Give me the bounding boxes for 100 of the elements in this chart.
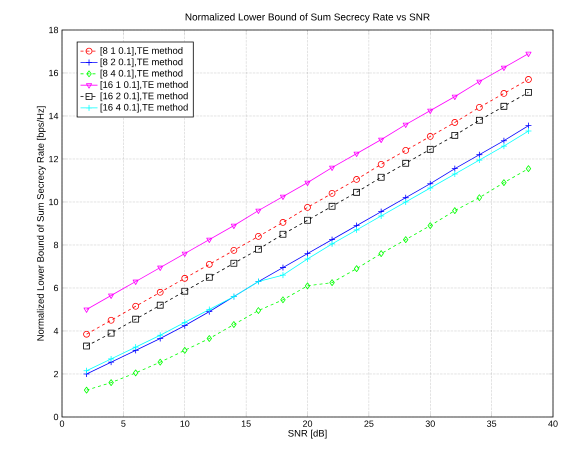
point [83,330,90,338]
point [108,316,114,324]
y-tick-label: 4 [54,328,58,334]
y-tick-label: 0 [54,414,58,420]
point [304,250,311,257]
point [328,240,336,248]
point [402,160,410,167]
point [426,146,434,153]
legend-label: [8 1 0.1],TE method [100,46,182,56]
point [280,272,286,278]
point [255,232,262,240]
point [182,252,188,257]
y-tick-label: 10 [49,198,58,206]
point [206,335,212,342]
legend-label: [16 1 0.1],TE method [100,81,188,90]
point [156,288,164,296]
point [329,279,335,286]
x-tick-label: 10 [180,420,190,427]
point [525,128,532,134]
point [304,282,310,290]
point [500,102,508,110]
point [501,179,507,186]
point [426,184,434,192]
point [157,266,164,271]
point [132,280,139,285]
point [108,294,114,299]
point [378,212,385,220]
point [328,202,336,210]
point [353,226,360,234]
point [230,260,238,267]
point [83,342,90,350]
point [255,246,262,253]
point [280,219,286,226]
point [525,76,532,83]
point [83,367,90,374]
y-axis-title: Normalized Lower Bound of Sum Secrecy Rate [bps/Hz] [36,106,46,341]
point [108,379,114,386]
point [182,346,188,354]
point [84,308,90,313]
point [156,302,164,309]
point [181,274,188,282]
point [451,170,458,178]
chart-title: Normalized Lower Bound of Sum Secrecy Rate vs SNR [186,13,430,22]
point [255,208,262,214]
point [280,264,286,271]
point [132,344,140,350]
y-tick-label: 16 [49,70,58,76]
point [525,52,532,58]
y-tick-label: 12 [49,156,58,162]
point [476,116,483,124]
point [402,122,409,128]
point [452,207,458,214]
point [329,166,336,171]
y-tick-label: 2 [54,370,58,378]
x-axis-title: SNR [dB] [288,430,327,439]
point [132,316,140,323]
point [452,94,458,100]
legend-label: [16 4 0.1],TE method [100,104,188,113]
point [378,138,384,144]
point [256,307,262,314]
point [403,236,408,243]
point [304,256,311,262]
point [500,137,508,144]
legend-label: [16 2 0.1],TE method [100,92,188,102]
point [476,156,483,164]
point [500,90,508,97]
point [451,132,458,139]
point [108,356,114,362]
point [354,265,360,272]
point [108,330,114,337]
point [402,198,410,206]
y-tick-label: 14 [49,112,58,120]
point [451,119,458,126]
point [378,250,384,257]
legend-label: [8 4 0.1],TE method [100,70,182,78]
point [476,194,482,202]
point [402,146,410,154]
point [304,216,311,224]
point [280,230,286,238]
point [378,160,385,168]
point [451,165,458,172]
point [181,288,188,295]
point [354,152,360,157]
point [206,238,212,243]
point [525,88,532,96]
legend-label: [8 2 0.1],TE method [100,58,182,68]
point [230,246,238,254]
point [156,332,164,339]
point [378,174,385,181]
point [476,80,482,85]
point [158,358,163,366]
point [525,122,532,130]
x-tick-label: 15 [242,420,251,427]
point [231,321,236,328]
point [280,194,286,200]
y-tick-label: 8 [54,242,58,248]
x-tick-label: 25 [364,420,374,427]
point [476,104,483,111]
point [304,180,310,186]
x-tick-label: 0 [60,420,64,427]
